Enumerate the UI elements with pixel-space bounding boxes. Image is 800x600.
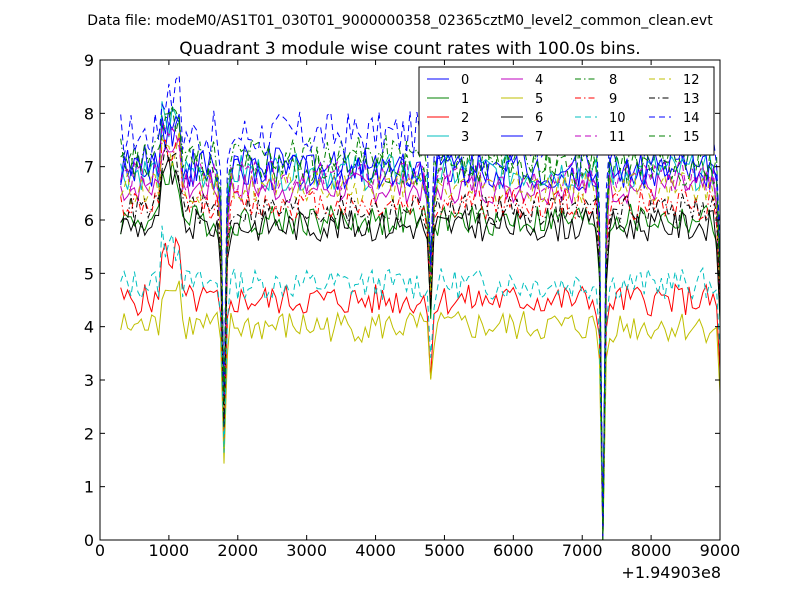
y-tick-label: 6 bbox=[84, 211, 94, 230]
series-line-5 bbox=[120, 280, 720, 540]
legend-label-9: 9 bbox=[609, 92, 617, 107]
legend-label-13: 13 bbox=[683, 92, 700, 107]
figure-suptitle: Data file: modeM0/AS1T01_030T01_90000003… bbox=[87, 13, 713, 29]
x-tick-label: 1000 bbox=[149, 541, 190, 560]
series-line-4 bbox=[120, 137, 720, 540]
legend-box bbox=[418, 66, 715, 156]
y-tick-label: 8 bbox=[84, 104, 94, 123]
y-tick-label: 4 bbox=[84, 318, 94, 337]
x-tick-label: 5000 bbox=[424, 541, 465, 560]
y-tick-label: 3 bbox=[84, 371, 94, 390]
x-tick-label: 3000 bbox=[286, 541, 327, 560]
series-line-15 bbox=[120, 106, 720, 540]
legend-label-6: 6 bbox=[535, 111, 543, 126]
x-tick-label: 0 bbox=[95, 541, 105, 560]
legend-label-11: 11 bbox=[609, 130, 626, 145]
legend-label-15: 15 bbox=[683, 130, 700, 145]
series-line-6 bbox=[120, 157, 720, 540]
y-tick-label: 1 bbox=[84, 478, 94, 497]
y-tick-label: 7 bbox=[84, 158, 94, 177]
y-tick-label: 5 bbox=[84, 264, 94, 283]
axis-ticks: 0 1000 2000 3000 4000 5000 6000 7000 8000 9000012… bbox=[84, 51, 741, 560]
legend-label-4: 4 bbox=[535, 73, 543, 88]
axes-frame bbox=[99, 59, 721, 541]
x-tick-label: 4000 bbox=[355, 541, 396, 560]
x-tick-label: 2000 bbox=[217, 541, 258, 560]
series-line-13 bbox=[120, 144, 720, 540]
y-tick-label: 0 bbox=[84, 531, 94, 550]
legend-label-8: 8 bbox=[609, 73, 617, 88]
chart-title: Quadrant 3 module wise count rates with … bbox=[179, 39, 640, 59]
legend-label-1: 1 bbox=[461, 92, 469, 107]
y-tick-label: 9 bbox=[84, 51, 94, 70]
legend-label-7: 7 bbox=[535, 130, 543, 145]
series-line-12 bbox=[120, 130, 720, 540]
series-line-10 bbox=[120, 225, 720, 540]
legend-label-0: 0 bbox=[461, 73, 469, 88]
legend-label-14: 14 bbox=[683, 111, 700, 126]
series-line-2 bbox=[120, 236, 720, 540]
plot-area bbox=[99, 59, 721, 541]
x-tick-label: 9000 bbox=[700, 541, 741, 560]
legend-label-3: 3 bbox=[461, 130, 469, 145]
x-offset-label: +1.94903e8 bbox=[621, 563, 721, 582]
legend-label-2: 2 bbox=[461, 111, 469, 126]
legend-label-10: 10 bbox=[609, 111, 626, 126]
legend-label-12: 12 bbox=[683, 73, 700, 88]
x-tick-label: 6000 bbox=[493, 541, 534, 560]
y-tick-label: 2 bbox=[84, 424, 94, 443]
x-tick-label: 8000 bbox=[631, 541, 672, 560]
x-tick-label: 7000 bbox=[562, 541, 603, 560]
legend-label-5: 5 bbox=[535, 92, 543, 107]
